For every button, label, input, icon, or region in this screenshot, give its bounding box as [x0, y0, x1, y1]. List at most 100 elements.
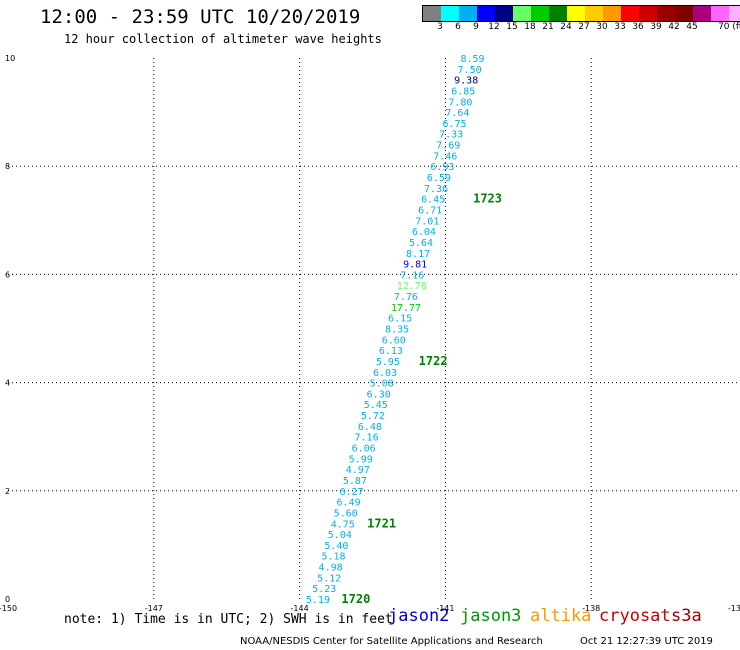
- data-point-label: 6.15: [388, 314, 412, 325]
- data-point-label: 5.40: [324, 541, 348, 552]
- data-point-label: 6.27: [339, 487, 363, 498]
- data-point-label: 6.60: [382, 335, 406, 346]
- y-tick-label: 6: [5, 270, 10, 279]
- page-title: 12:00 - 23:59 UTC 10/20/2019: [40, 6, 361, 28]
- x-tick-label: -150: [0, 604, 17, 613]
- data-point-label: 8.35: [385, 325, 409, 336]
- legend-label: 27: [578, 22, 590, 32]
- data-point-label: 5.18: [321, 552, 345, 563]
- footer-credit: NOAA/NESDIS Center for Satellite Applica…: [240, 636, 543, 647]
- x-tick-label: -144: [291, 604, 309, 613]
- data-point-label: 6.59: [427, 173, 451, 184]
- satellite-label-jason3: jason3: [460, 606, 522, 626]
- legend-swatch: [531, 6, 549, 21]
- data-point-label: 7.46: [433, 151, 457, 162]
- data-point-label: 12.76: [397, 281, 427, 292]
- x-tick-label: -135: [728, 604, 740, 613]
- legend-label: 39: [650, 22, 662, 32]
- data-point-label: 5.87: [343, 476, 367, 487]
- data-point-label: 7.16: [355, 433, 379, 444]
- units-note: note: 1) Time is in UTC; 2) SWH is in fe…: [64, 612, 393, 627]
- x-tick-label: -141: [436, 604, 454, 613]
- data-point-label: 6.13: [379, 346, 403, 357]
- data-point-label: 6.30: [367, 389, 391, 400]
- legend-swatch: [729, 6, 740, 21]
- wave-height-color-legend: [422, 5, 740, 22]
- data-point-label: 5.72: [361, 411, 385, 422]
- x-tick-label: -147: [145, 604, 163, 613]
- data-point-label: 7.76: [394, 292, 418, 303]
- data-point-label: 8.59: [460, 54, 484, 65]
- time-annotation: 1723: [473, 192, 502, 206]
- y-tick-label: 2: [5, 487, 10, 496]
- legend-swatch: [603, 6, 621, 21]
- time-annotation: 1722: [419, 354, 448, 368]
- data-point-label: 7.50: [458, 65, 482, 76]
- legend-label: 30: [596, 22, 608, 32]
- y-tick-label: 4: [5, 379, 10, 388]
- legend-swatch: [459, 6, 477, 21]
- legend-label: 33: [614, 22, 626, 32]
- data-point-label: 7.69: [436, 141, 460, 152]
- legend-label: 36: [632, 22, 644, 32]
- legend-label: 21: [542, 22, 554, 32]
- data-point-label: 5.60: [334, 508, 358, 519]
- data-point-label: 6.45: [421, 195, 445, 206]
- legend-swatch: [621, 6, 639, 21]
- legend-label: 18: [524, 22, 536, 32]
- data-point-label: 5.45: [364, 400, 388, 411]
- page-subtitle: 12 hour collection of altimeter wave hei…: [64, 32, 382, 46]
- data-point-label: 7.16: [400, 270, 424, 281]
- data-point-label: 9.81: [403, 260, 427, 271]
- legend-label: 42: [668, 22, 680, 32]
- data-point-label: 6.03: [373, 368, 397, 379]
- legend-label: 24: [560, 22, 572, 32]
- legend-swatch: [585, 6, 603, 21]
- legend-label: 70 (ft): [718, 22, 740, 32]
- data-point-label: 5.04: [328, 530, 352, 541]
- legend-swatch: [423, 6, 441, 21]
- data-point-label: 7.36: [424, 184, 448, 195]
- y-tick-label: 8: [5, 162, 10, 171]
- legend-swatch: [549, 6, 567, 21]
- legend-swatch: [477, 6, 495, 21]
- y-tick-label: 10: [5, 54, 15, 63]
- legend-swatch: [675, 6, 693, 21]
- data-point-label: 4.75: [331, 519, 355, 530]
- x-tick-label: -138: [582, 604, 600, 613]
- legend-swatch: [639, 6, 657, 21]
- legend-swatch: [495, 6, 513, 21]
- legend-label: 9: [473, 22, 479, 32]
- data-point-label: 6.85: [451, 86, 475, 97]
- data-point-label: 7.64: [445, 108, 469, 119]
- legend-swatch: [513, 6, 531, 21]
- data-point-label: 7.01: [415, 216, 439, 227]
- data-point-label: 5.64: [409, 238, 433, 249]
- legend-swatch: [657, 6, 675, 21]
- data-point-label: 9.38: [454, 76, 478, 87]
- legend-label: 12: [488, 22, 500, 32]
- data-point-label: 5.95: [376, 357, 400, 368]
- data-point-label: 4.98: [319, 563, 343, 574]
- legend-label: 45: [686, 22, 698, 32]
- time-annotation: 1720: [341, 592, 370, 606]
- data-point-label: 5.19: [306, 595, 330, 606]
- data-point-label: 7.80: [448, 97, 472, 108]
- satellite-label-jason2: jason2: [388, 606, 450, 626]
- data-point-label: 4.97: [346, 465, 370, 476]
- data-point-label: 7.33: [439, 130, 463, 141]
- time-annotation: 1721: [367, 516, 396, 530]
- data-point-label: 6.93: [430, 162, 454, 173]
- legend-label: 6: [455, 22, 461, 32]
- data-point-label: 5.99: [349, 454, 373, 465]
- data-point-label: 5.23: [312, 584, 336, 595]
- y-tick-label: 0: [5, 595, 10, 604]
- data-point-label: 6.06: [352, 444, 376, 455]
- data-point-label: 6.49: [337, 498, 361, 509]
- legend-label: 15: [506, 22, 518, 32]
- data-point-label: 17.77: [391, 303, 421, 314]
- data-point-label: 5.08: [370, 379, 394, 390]
